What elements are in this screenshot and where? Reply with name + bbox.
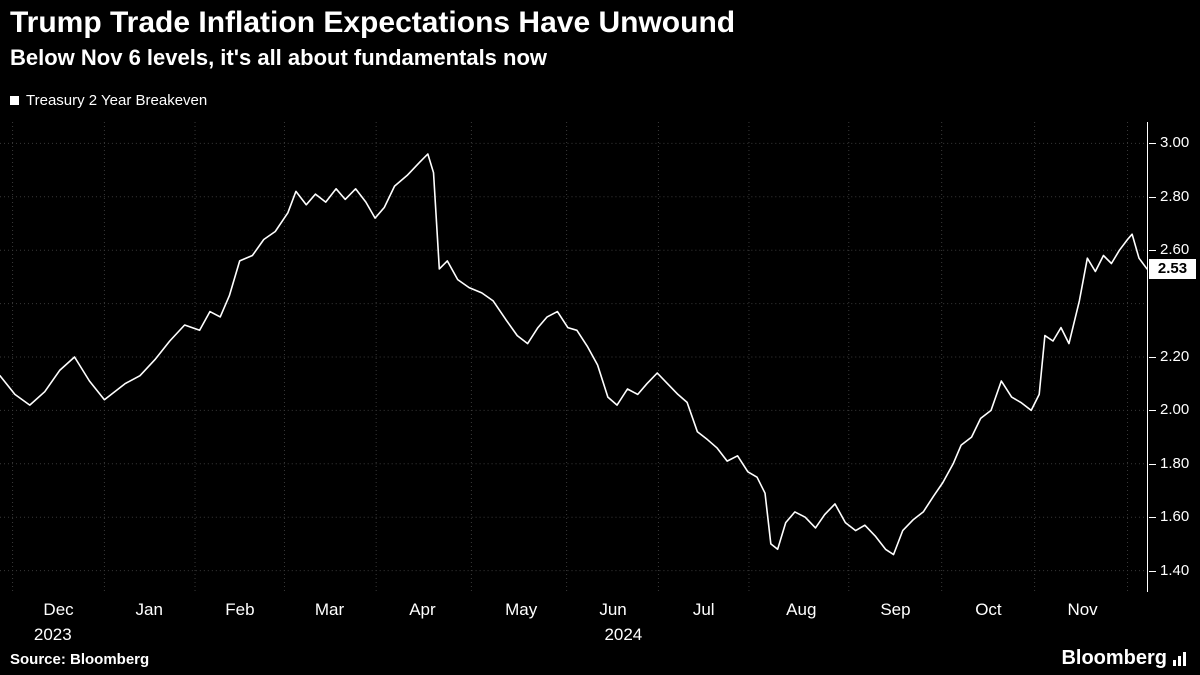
x-axis-month-label: Dec <box>43 600 74 619</box>
y-axis-tick <box>1149 463 1156 465</box>
page-subtitle: Below Nov 6 levels, it's all about funda… <box>10 45 548 70</box>
x-axis-month-label: Nov <box>1067 600 1098 619</box>
x-axis-month-label: Aug <box>786 600 817 619</box>
y-axis-tick <box>1149 143 1156 145</box>
plot-area <box>0 122 1148 592</box>
legend: Treasury 2 Year Breakeven <box>10 92 207 109</box>
x-axis-month-label: Oct <box>975 600 1002 619</box>
series-line <box>0 153 1147 556</box>
page-title: Trump Trade Inflation Expectations Have … <box>10 6 736 39</box>
legend-marker-icon <box>10 96 19 105</box>
y-axis-label: 2.20 <box>1160 348 1190 365</box>
x-axis-year-label: 2023 <box>33 625 72 644</box>
x-axis-year-label: 2024 <box>604 625 643 644</box>
x-axis-month-label: Mar <box>314 600 345 619</box>
bloomberg-chart-icon <box>1173 651 1186 666</box>
y-axis-label: 1.60 <box>1160 508 1190 526</box>
source-note: Source: Bloomberg <box>10 651 150 668</box>
bloomberg-logo: Bloomberg <box>1061 647 1186 670</box>
y-axis-label: 2.00 <box>1160 401 1190 419</box>
x-axis-month-label: Apr <box>409 600 436 619</box>
y-axis-tick <box>1149 357 1156 358</box>
y-axis-label: 2.80 <box>1160 187 1190 205</box>
y-axis-label: 1.40 <box>1160 561 1190 579</box>
y-axis-tick <box>1149 517 1156 519</box>
y-axis-tick <box>1149 410 1156 412</box>
y-axis-tick <box>1149 570 1156 572</box>
x-axis-month-label: Jan <box>135 600 163 619</box>
x-axis-month-label: Jul <box>692 600 715 619</box>
y-axis-tick <box>1149 196 1156 198</box>
y-axis-label: 2.60 <box>1160 241 1190 259</box>
x-axis-month-label: Feb <box>225 600 255 619</box>
x-axis-month-label: May <box>505 600 538 619</box>
y-axis-label: 1.80 <box>1160 454 1190 472</box>
plot-svg <box>0 122 1147 592</box>
legend-label: Treasury 2 Year Breakeven <box>26 92 208 109</box>
y-axis-label: 3.00 <box>1160 134 1190 152</box>
x-axis-month-label: Jun <box>599 600 627 619</box>
last-price-badge: 2.53 <box>1149 258 1196 279</box>
y-axis-tick <box>1149 250 1156 252</box>
bloomberg-wordmark: Bloomberg <box>1061 647 1167 669</box>
x-axis-month-label: Sep <box>880 600 911 619</box>
